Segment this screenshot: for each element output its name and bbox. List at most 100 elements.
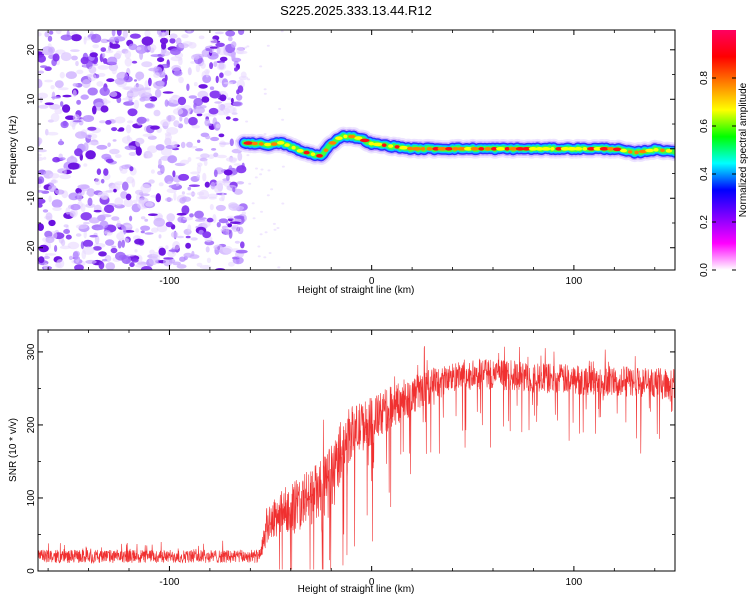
noise-blob — [65, 115, 76, 120]
noise-blob — [199, 265, 212, 269]
noise-blob — [94, 178, 101, 186]
noise-blob — [42, 209, 49, 213]
noise-speck — [255, 167, 258, 170]
noise-blob — [181, 191, 185, 195]
noise-blob — [48, 30, 54, 35]
colorbar: 0.0 0.2 0.4 0.6 0.8 Normalized spectral ampl… — [699, 30, 749, 277]
noise-blob — [50, 179, 59, 184]
signal-peak — [323, 148, 329, 152]
noise-blob — [123, 225, 127, 235]
noise-blob — [231, 224, 240, 232]
noise-blob — [103, 204, 115, 214]
noise-blob — [200, 62, 206, 69]
snr-xlabel: Height of straight line (km) — [298, 584, 415, 595]
noise-blob — [76, 69, 84, 75]
noise-blob — [183, 117, 189, 125]
noise-blob — [140, 216, 146, 220]
noise-blob — [178, 76, 184, 84]
colorbar-tick-label: 0.6 — [699, 119, 710, 133]
noise-blob — [139, 87, 152, 91]
noise-blob — [59, 174, 71, 180]
noise-blob — [175, 37, 182, 46]
noise-blob — [121, 136, 133, 144]
snr-frame — [37, 329, 676, 572]
noise-blob — [98, 261, 105, 270]
noise-blob — [54, 189, 65, 195]
noise-blob — [223, 81, 234, 85]
signal-peak — [277, 141, 285, 145]
noise-speck — [257, 255, 261, 258]
noise-blob — [135, 138, 142, 147]
spectrogram-ylabel: Frequency (Hz) — [8, 116, 19, 185]
noise-blob — [148, 255, 159, 266]
noise-speck — [263, 92, 267, 95]
noise-blob — [118, 127, 125, 131]
noise-blob — [165, 245, 169, 250]
noise-blob — [134, 79, 137, 82]
noise-blob — [145, 202, 154, 207]
noise-region — [38, 30, 286, 270]
noise-blob — [102, 58, 108, 64]
noise-blob — [196, 164, 202, 174]
noise-blob — [173, 191, 177, 201]
noise-blob — [120, 191, 128, 199]
signal-peak — [291, 145, 296, 150]
noise-blob — [114, 116, 126, 124]
noise-blob — [59, 157, 66, 161]
signal-peak — [627, 150, 633, 154]
noise-blob — [147, 145, 158, 154]
noise-blob — [165, 221, 173, 228]
noise-blob — [111, 127, 118, 132]
noise-blob — [38, 149, 47, 153]
noise-blob — [222, 107, 231, 114]
signal-peak — [574, 147, 583, 151]
noise-blob — [92, 44, 100, 49]
noise-blob — [83, 221, 90, 225]
noise-blob — [175, 182, 180, 187]
x-tick-label: 100 — [566, 577, 583, 588]
signal-peak — [515, 147, 525, 151]
noise-blob — [54, 108, 63, 115]
noise-blob — [70, 49, 80, 52]
noise-blob — [165, 133, 172, 141]
spectrogram-xlabel: Height of straight line (km) — [298, 285, 415, 296]
noise-blob — [96, 168, 102, 175]
noise-blob — [71, 55, 78, 61]
noise-blob — [189, 254, 200, 259]
y-tick-label: -20 — [26, 240, 37, 255]
noise-blob — [233, 188, 243, 195]
y-tick-label: 0 — [26, 568, 37, 574]
spectrogram-frame — [37, 29, 676, 271]
noise-blob — [52, 206, 62, 211]
noise-blob — [63, 229, 70, 234]
snr-series-line — [38, 346, 675, 570]
signal-peak — [372, 142, 383, 147]
noise-blob — [91, 63, 99, 67]
noise-blob — [116, 232, 125, 241]
signal-peak — [541, 147, 551, 151]
noise-speck — [272, 222, 276, 225]
noise-blob — [128, 43, 138, 51]
noise-blob — [160, 119, 171, 127]
noise-blob — [153, 109, 161, 117]
x-tick-label: -100 — [159, 276, 179, 287]
signal-peak — [504, 147, 510, 151]
signal-track — [235, 126, 675, 165]
noise-blob — [60, 121, 69, 129]
noise-blob — [38, 78, 43, 89]
noise-blob — [140, 230, 145, 234]
noise-blob — [205, 135, 211, 140]
noise-blob — [197, 196, 209, 200]
noise-blob — [38, 256, 45, 264]
noise-blob — [72, 89, 77, 97]
signal-peak — [303, 150, 310, 155]
noise-blob — [144, 218, 149, 222]
noise-blob — [75, 60, 79, 67]
noise-blob — [100, 105, 109, 113]
noise-blob — [65, 234, 72, 240]
noise-blob — [113, 188, 117, 193]
noise-blob — [180, 159, 190, 165]
noise-blob — [99, 87, 110, 96]
signal-peak — [445, 147, 453, 151]
noise-blob — [202, 231, 212, 239]
